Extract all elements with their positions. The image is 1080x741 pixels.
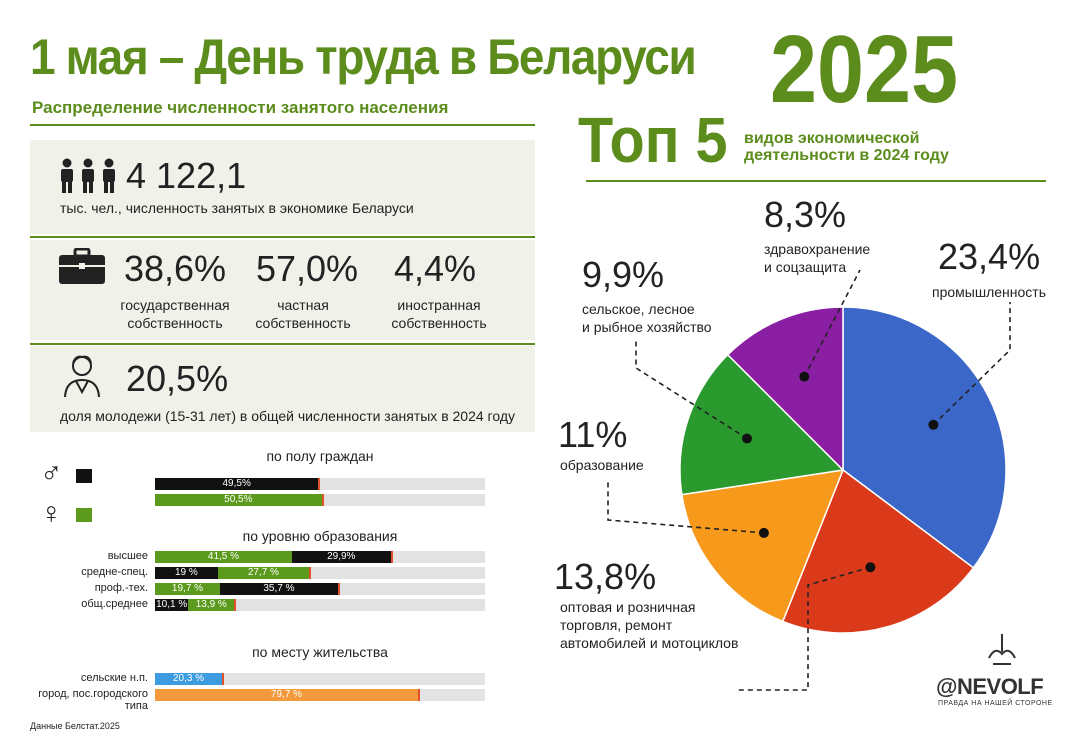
pie-slice (679, 353, 845, 496)
logo-name: @NEVOLF (936, 674, 1044, 699)
logo-tagline: ПРАВДА НА НАШЕЙ СТОРОНЕ (938, 700, 1053, 707)
residence-row-label: город, пос.городского типа (38, 688, 148, 712)
bar-end-marker (309, 567, 312, 579)
bar-segment: 35,7 % (220, 583, 338, 595)
bar-segment: 19,7 % (155, 583, 220, 595)
pie-slice (726, 306, 844, 472)
youth-panel (30, 346, 535, 432)
ownership-foreign-label: иностранная собственность (391, 297, 487, 331)
employed-panel (30, 140, 535, 234)
leader-line (932, 302, 1011, 426)
bar-segment: 50,5% (155, 494, 322, 506)
employed-value: 4 122,1 (126, 155, 247, 196)
male-icon: ♂ (40, 457, 63, 490)
bar-segment: 20,3 % (155, 673, 222, 685)
young-person-icon (62, 352, 102, 403)
slice-label-name: оптовая и розничная торговля, ремонт автом… (560, 599, 739, 651)
logo-mark-icon (985, 632, 1019, 677)
bar-segment: 10,1 % (155, 599, 189, 611)
education-bar: 19,7 % 35,7 % (155, 583, 485, 595)
leader-dot (799, 371, 810, 382)
leader-line (738, 566, 871, 691)
divider (30, 236, 535, 238)
bar-segment: 79,7 % (155, 689, 418, 701)
female-legend-swatch (76, 508, 92, 522)
slice-label-pct: 8,3% (764, 194, 847, 235)
residence-title: по месту жительства (252, 644, 388, 660)
top5-title: Топ 5 (578, 104, 728, 176)
bar-end-marker (234, 599, 237, 611)
gender-bar: 49,5% (155, 478, 485, 490)
residence-bar: 79,7 % (155, 689, 485, 701)
employed-label: тыс. чел., численность занятых в экономи… (60, 200, 414, 216)
slice-label-pct: 23,4% (938, 236, 1041, 277)
bar-end-marker (318, 478, 321, 490)
bar-segment: 13,9 % (188, 599, 235, 611)
people-icon (58, 158, 118, 199)
residence-bar: 20,3 % (155, 673, 485, 685)
section-subtitle: Распределение численности занятого насел… (32, 98, 449, 117)
divider (30, 343, 535, 345)
gender-bar: 50,5% (155, 494, 485, 506)
education-bar: 19 % 27,7 % (155, 567, 485, 579)
year-label: 2025 (770, 16, 958, 123)
leader-dot (741, 433, 752, 444)
leader-dot (865, 562, 876, 573)
leader-dot (758, 527, 769, 538)
youth-label: доля молодежи (15-31 лет) в общей числен… (60, 408, 515, 424)
divider (30, 124, 535, 126)
pie-chart (607, 269, 1011, 691)
education-row-label: средне-спец. (81, 566, 148, 578)
pie-slice (781, 468, 975, 634)
source-note: Данные Белстат.2025 (30, 721, 120, 731)
bar-segment: 49,5% (155, 478, 319, 490)
page-title: 1 мая – День труда в Беларуси (30, 29, 697, 85)
pie-slice (681, 469, 845, 623)
bar-end-marker (337, 583, 340, 595)
education-row-label: высшее (107, 550, 148, 562)
slice-label-name: образование (560, 457, 644, 473)
education-row-label: проф.-тех. (94, 582, 148, 594)
bar-segment: 27,7 % (217, 567, 310, 579)
male-legend-swatch (76, 469, 92, 483)
leader-line (803, 269, 861, 378)
ownership-state-pct: 38,6% (123, 248, 227, 289)
bar-segment: 41,5 % (155, 551, 292, 563)
bar-segment: 19 % (155, 567, 218, 579)
leader-dot (928, 419, 939, 430)
female-icon: ♀ (40, 497, 63, 530)
ownership-panel (30, 240, 535, 340)
slice-label-name: промышленность (932, 284, 1046, 300)
slice-label-name: здравохранение и соцзащита (764, 241, 871, 275)
slice-label-pct: 11% (558, 414, 628, 455)
education-bar: 10,1 % 13,9 % (155, 599, 485, 611)
education-row-label: общ.среднее (81, 598, 148, 610)
gender-title: по полу граждан (266, 448, 374, 464)
leader-line (607, 480, 764, 534)
slice-label-pct: 9,9% (582, 254, 665, 295)
education-title: по уровню образования (242, 528, 398, 544)
bar-end-marker (390, 551, 393, 563)
residence-row-label: сельские н.п. (80, 672, 148, 684)
education-bar: 41,5 % 29,9% (155, 551, 485, 563)
youth-value: 20,5% (126, 358, 229, 399)
ownership-private-pct: 57,0% (255, 248, 359, 289)
ownership-private-label: частная собственность (255, 297, 351, 331)
divider (586, 180, 1046, 182)
ownership-foreign-pct: 4,4% (393, 248, 477, 289)
bar-end-marker (418, 689, 420, 701)
bar-segment: 29,9% (291, 551, 391, 563)
bar-end-marker (221, 673, 224, 685)
top5-subtitle: видов экономической деятельности в 2024 … (744, 130, 949, 164)
slice-label-pct: 13,8% (554, 556, 657, 597)
pie-slice (842, 306, 1007, 569)
slice-label-name: сельское, лесное и рыбное хозяйство (582, 301, 712, 335)
briefcase-icon (58, 247, 106, 291)
bar-end-marker (321, 494, 324, 506)
ownership-state-label: государственная собственность (120, 297, 230, 331)
